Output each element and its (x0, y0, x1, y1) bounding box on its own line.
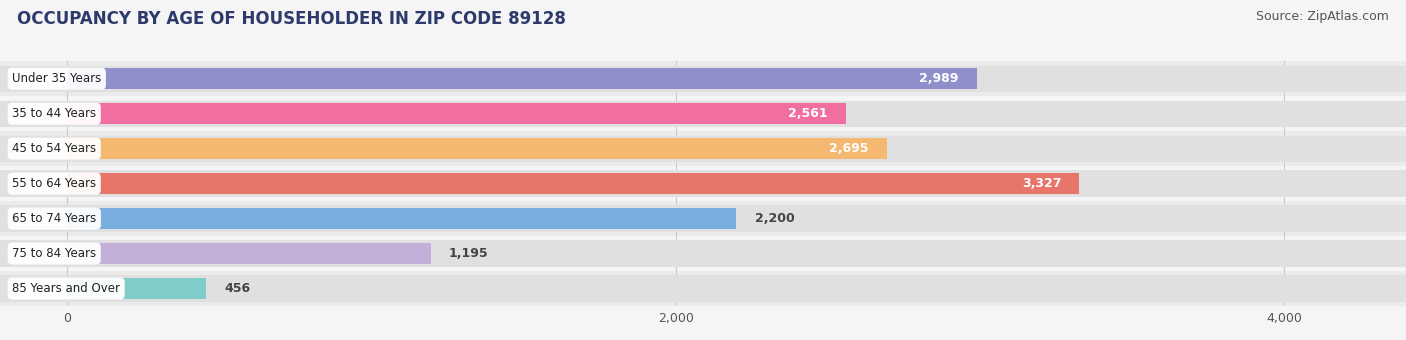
Bar (67, 68, 977, 89)
Bar (0, 66, 1406, 92)
Text: 2,561: 2,561 (789, 107, 828, 120)
Bar (0, 136, 1406, 162)
Text: 35 to 44 Years: 35 to 44 Years (13, 107, 96, 120)
Bar (67, 278, 205, 299)
Text: 75 to 84 Years: 75 to 84 Years (13, 247, 96, 260)
Bar (67, 173, 1080, 194)
Bar (67, 208, 737, 229)
Bar (0, 101, 1406, 127)
Text: 85 Years and Over: 85 Years and Over (13, 282, 120, 295)
Text: 2,989: 2,989 (920, 72, 959, 85)
Text: 2,695: 2,695 (830, 142, 869, 155)
Bar (0, 275, 1406, 302)
Bar (67, 138, 887, 159)
Bar (0, 236, 1406, 271)
Text: OCCUPANCY BY AGE OF HOUSEHOLDER IN ZIP CODE 89128: OCCUPANCY BY AGE OF HOUSEHOLDER IN ZIP C… (17, 10, 565, 28)
Text: 1,195: 1,195 (449, 247, 488, 260)
Bar (0, 240, 1406, 267)
Bar (0, 170, 1406, 197)
Text: 55 to 64 Years: 55 to 64 Years (13, 177, 96, 190)
Text: 2,200: 2,200 (755, 212, 794, 225)
Bar (0, 96, 1406, 131)
Bar (0, 166, 1406, 201)
Text: 3,327: 3,327 (1022, 177, 1062, 190)
Text: Source: ZipAtlas.com: Source: ZipAtlas.com (1256, 10, 1389, 23)
Text: 65 to 74 Years: 65 to 74 Years (13, 212, 97, 225)
Bar (67, 103, 846, 124)
Bar (0, 271, 1406, 306)
Text: Under 35 Years: Under 35 Years (13, 72, 101, 85)
Bar (0, 205, 1406, 232)
Bar (0, 131, 1406, 166)
Text: 45 to 54 Years: 45 to 54 Years (13, 142, 96, 155)
Bar (67, 243, 430, 264)
Bar (0, 61, 1406, 96)
Text: 456: 456 (224, 282, 250, 295)
Bar (0, 201, 1406, 236)
